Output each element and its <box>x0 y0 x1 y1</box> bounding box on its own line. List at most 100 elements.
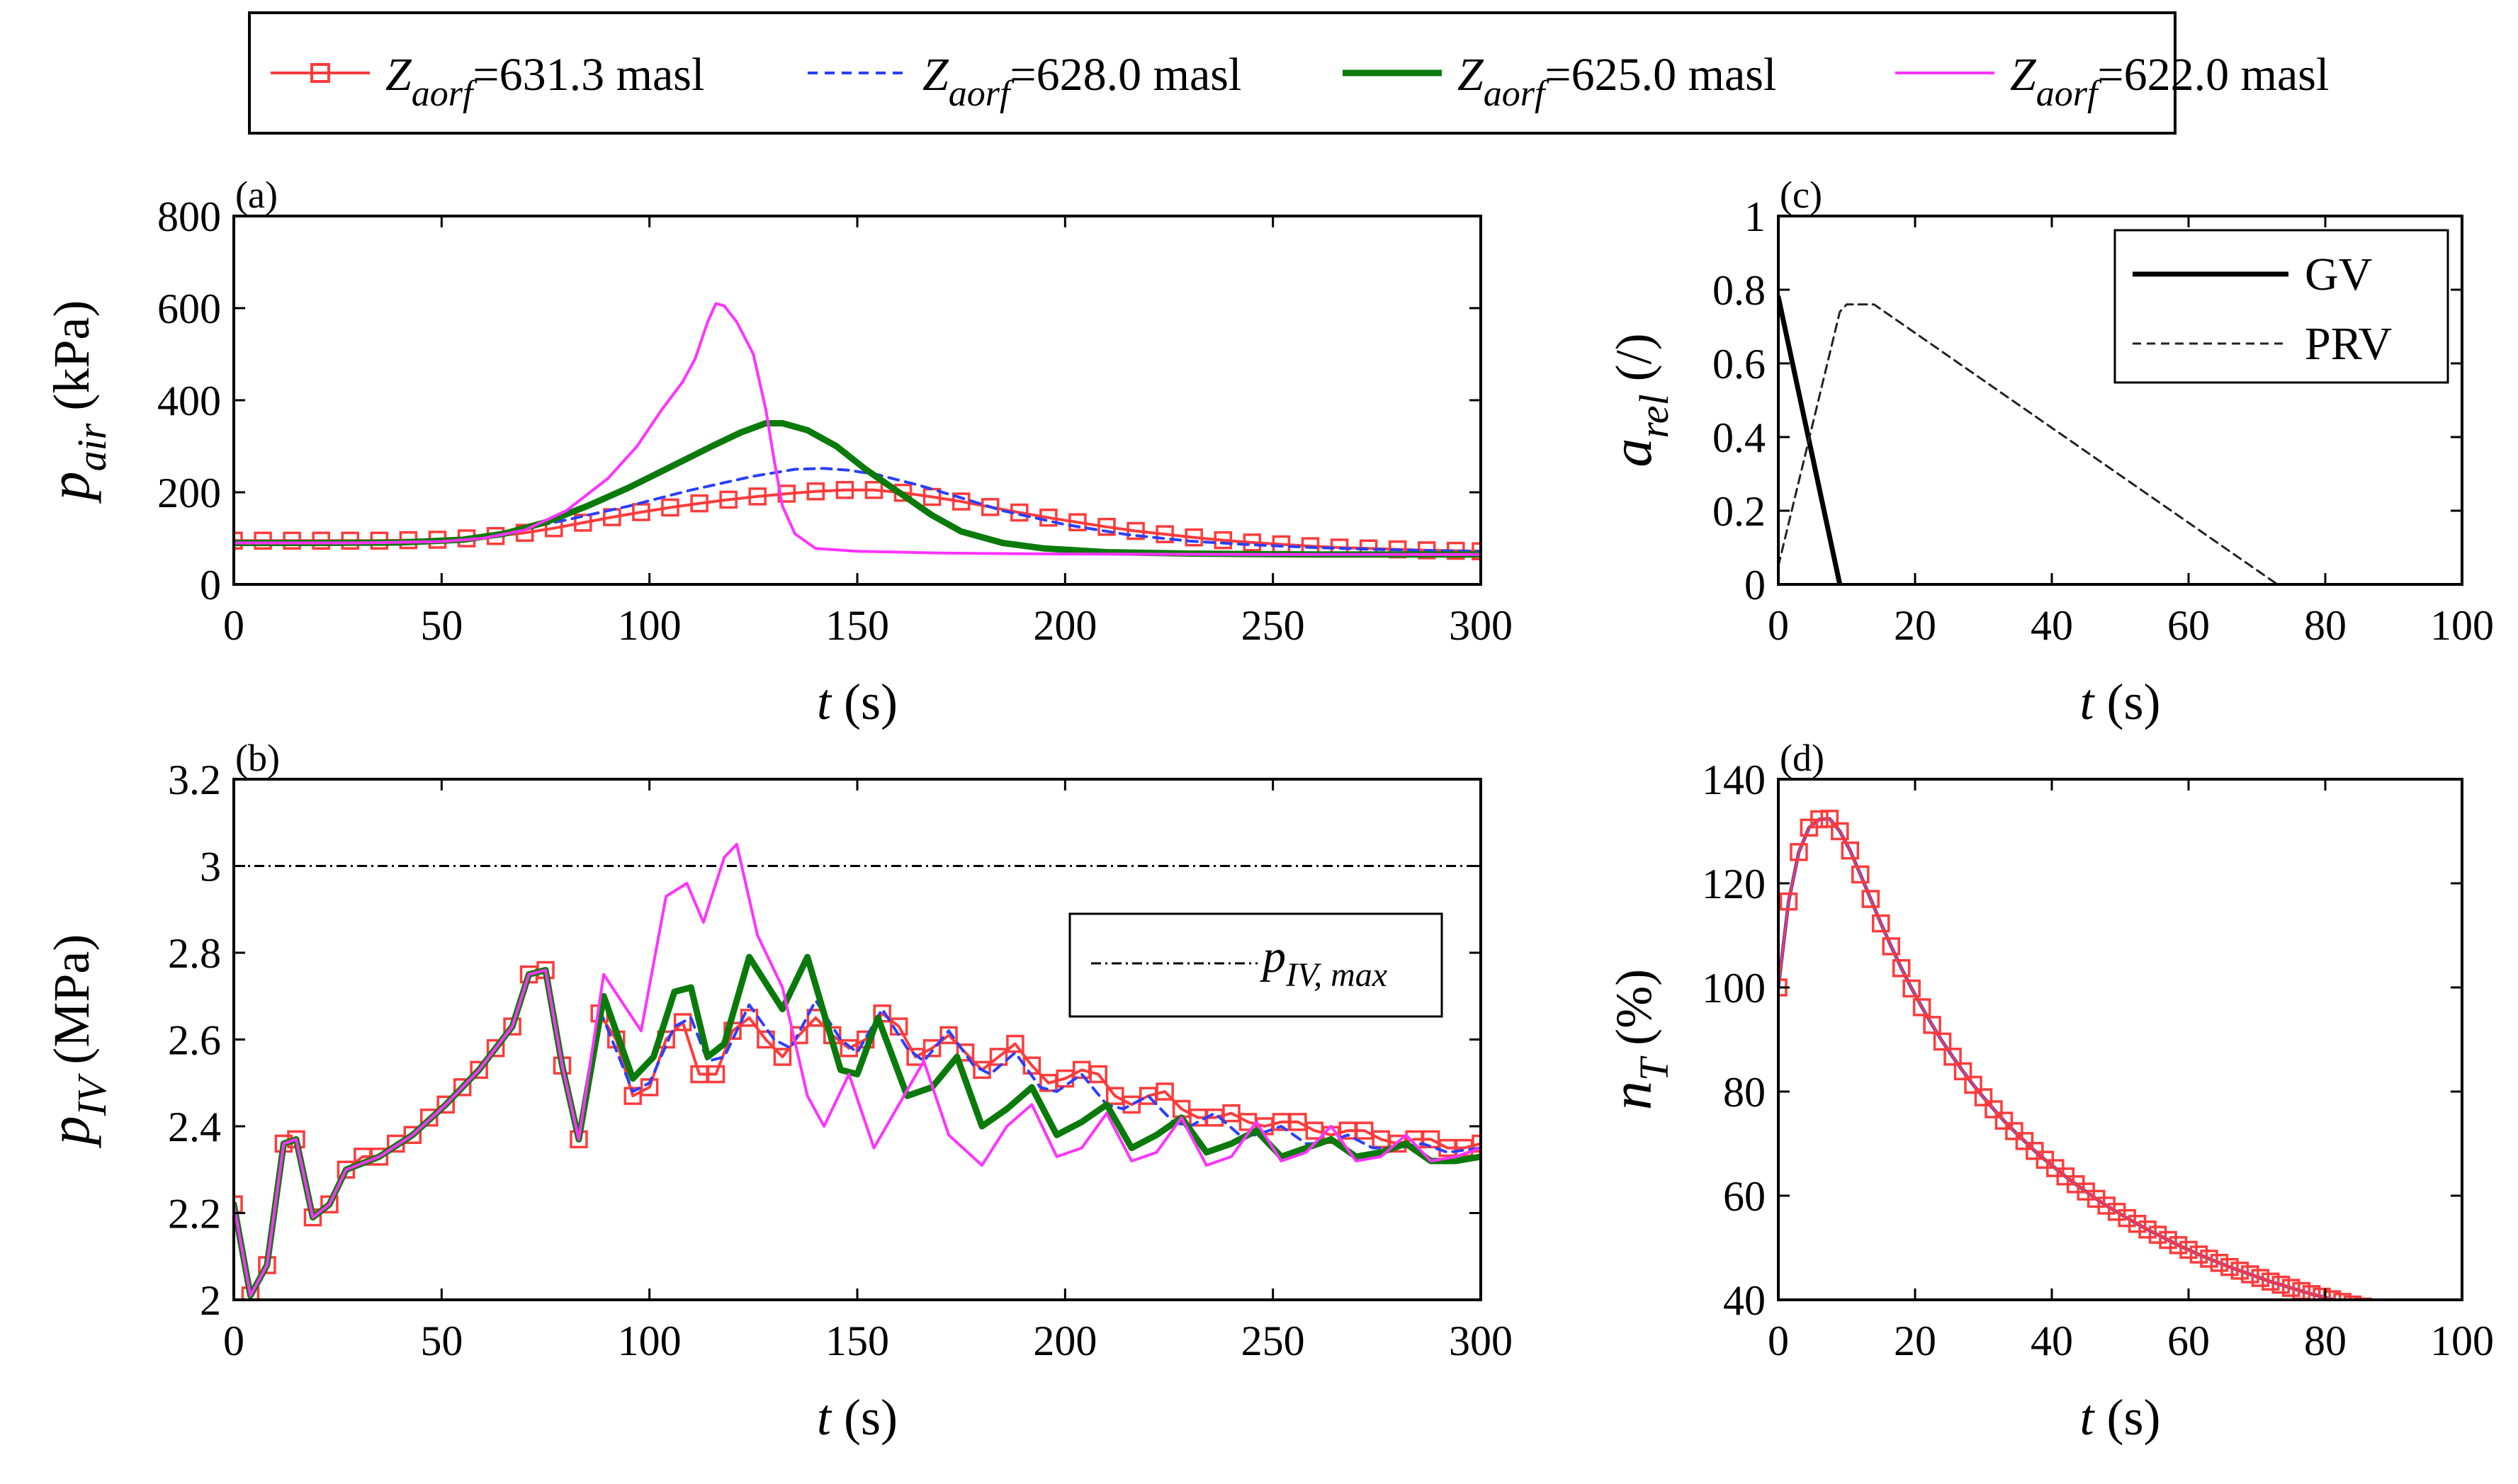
x-label-unit: (s) <box>2094 674 2161 730</box>
legend-symbol: Z <box>2010 49 2037 101</box>
legend-subscript: aorf <box>949 74 1015 114</box>
y-axis-label: nT (%) <box>1599 969 1677 1110</box>
data-point <box>2097 1196 2116 1215</box>
y-tick-label: 1 <box>1744 193 1766 240</box>
y-axis-label: pair (kPa) <box>37 300 115 504</box>
plot-area <box>234 216 1481 584</box>
panel-b: 0 50 100 150 200 250 300 2 2.2 2.4 2.6 2.8 3 3.2 (b) t … <box>37 737 1513 1446</box>
x-tick-label: 0 <box>223 1318 244 1364</box>
data-point <box>1861 890 1880 908</box>
data-point <box>2333 1293 2352 1300</box>
data-point <box>1820 810 1839 828</box>
data-point <box>1851 865 1870 884</box>
axes-frame <box>1777 778 2463 1301</box>
data-point <box>1472 1134 1481 1153</box>
data-point <box>2210 1254 2229 1272</box>
x-tick-label: 50 <box>420 602 463 649</box>
data-point <box>486 1039 505 1058</box>
y-tick-label: 2.2 <box>168 1191 221 1237</box>
data-point <box>419 1109 439 1127</box>
legend-entry: Zaorf=631.3 masl <box>271 49 704 114</box>
data-point <box>2107 1203 2126 1221</box>
x-tick-label: 80 <box>2304 602 2347 649</box>
x-axis-label: t (s) <box>2080 674 2161 730</box>
data-point <box>1841 841 1860 860</box>
x-tick-label: 100 <box>2430 602 2494 649</box>
data-point <box>2118 1208 2136 1228</box>
data-point <box>1985 1100 2003 1118</box>
panel-label: (a) <box>235 174 278 216</box>
y-tick-label: 60 <box>1723 1173 1766 1220</box>
series-line <box>1778 303 2279 584</box>
panel-label: (b) <box>235 737 280 779</box>
x-tick-label: 50 <box>420 1318 463 1364</box>
legend-box <box>248 11 2177 135</box>
x-tick-label: 0 <box>1768 602 1789 649</box>
data-point <box>719 490 738 509</box>
data-point <box>939 1026 958 1045</box>
x-label-symbol: t <box>2080 1389 2096 1446</box>
x-tick-label: 40 <box>2031 1318 2073 1364</box>
y-tick-label: 140 <box>1702 757 1766 803</box>
y-label-subscript: IV <box>69 1072 115 1116</box>
legend-subscript: aorf <box>2036 74 2102 114</box>
data-point <box>1953 1062 1972 1081</box>
data-point <box>320 1195 339 1213</box>
y-label-unit: (/) <box>1605 333 1662 394</box>
data-point <box>2128 1214 2147 1233</box>
legend-text: =631.3 masl <box>473 49 704 101</box>
legend-symbol: Z <box>1457 49 1484 101</box>
data-point <box>981 498 1000 516</box>
data-point <box>2271 1275 2291 1294</box>
legend-label: Zaorf=628.0 masl <box>922 49 1241 114</box>
legend-entry: Zaorf=628.0 masl <box>808 49 1241 114</box>
data-point <box>1933 1032 1952 1051</box>
y-tick-label: 3.2 <box>168 757 221 803</box>
reference-legend-subscript: IV, max <box>1285 956 1387 994</box>
data-point <box>952 492 971 511</box>
data-point <box>2376 1303 2391 1319</box>
data-point <box>2189 1245 2208 1264</box>
x-tick-label: 0 <box>1768 1318 1789 1364</box>
data-point <box>2302 1285 2321 1300</box>
data-point <box>2262 1272 2280 1291</box>
reference-legend-symbol: p <box>1260 931 1286 982</box>
x-tick-label: 200 <box>1033 602 1097 649</box>
x-label-symbol: t <box>817 674 832 730</box>
data-point <box>673 1013 692 1031</box>
legend: Zaorf=631.3 masl Zaorf=628.0 masl Zaorf=62… <box>248 11 2329 135</box>
axes-frame <box>1777 215 2463 586</box>
x-axis-label: t (s) <box>817 1389 898 1446</box>
y-tick-label: 0.4 <box>1712 414 1766 461</box>
data-point <box>2230 1262 2249 1280</box>
data-point <box>1831 822 1849 841</box>
y-tick-label: 100 <box>1702 965 1766 1012</box>
y-tick-label: 0.8 <box>1712 267 1766 314</box>
series-group <box>1778 294 2279 584</box>
data-point <box>661 498 679 517</box>
data-point <box>1872 914 1890 933</box>
x-tick-label: 80 <box>2304 1318 2347 1364</box>
panel-legend-label: GV <box>2305 249 2372 300</box>
y-tick-label: 2.4 <box>168 1104 221 1150</box>
data-point <box>790 1026 808 1045</box>
y-axis-label: pIV (MPa) <box>37 934 115 1149</box>
legend-entry: Zaorf=622.0 masl <box>1895 49 2329 114</box>
y-tick-label: 0.2 <box>1712 488 1766 535</box>
data-point <box>1964 1075 1982 1094</box>
data-point <box>1974 1088 1993 1106</box>
data-point <box>2386 1305 2402 1321</box>
y-tick-label: 3 <box>200 844 221 890</box>
y-label-symbol: n <box>1599 1081 1664 1110</box>
x-axis-label: t (s) <box>2080 1389 2161 1446</box>
panel-label: (d) <box>1780 737 1824 779</box>
panel-d: 0 20 40 60 80 100 40 60 80 100 120 140 (d) t (s) nT (%… <box>1599 737 2494 1446</box>
y-tick-label: 0.6 <box>1712 341 1766 387</box>
panel-legend-label: PRV <box>2305 318 2392 370</box>
x-tick-label: 250 <box>1241 1318 1305 1364</box>
y-label-symbol: p <box>37 1116 101 1148</box>
data-point <box>1912 998 1931 1016</box>
x-tick-label: 150 <box>825 1318 889 1364</box>
x-tick-label: 250 <box>1241 602 1305 649</box>
legend-symbol: Z <box>385 49 412 101</box>
